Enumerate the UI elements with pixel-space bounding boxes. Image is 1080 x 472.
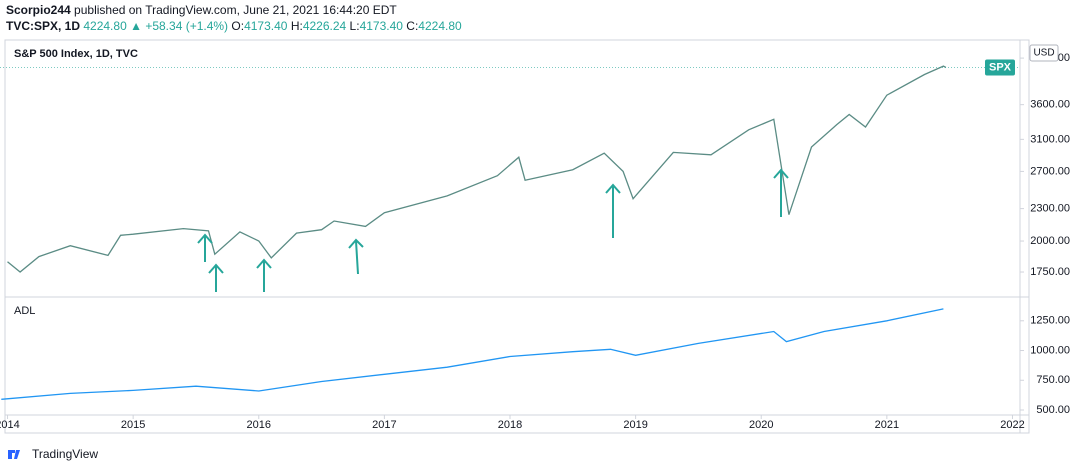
arrow — [197, 233, 213, 262]
brand: TradingView — [32, 447, 98, 461]
change: +58.34 (+1.4%) — [145, 19, 228, 33]
series-line — [1, 308, 944, 400]
author-name: Scorpio244 — [6, 3, 71, 17]
y-tick-label: 2000.00 — [1030, 235, 1070, 247]
up-arrow: ▲ — [130, 19, 142, 33]
arrow — [256, 258, 272, 292]
currency-box — [1029, 44, 1059, 62]
x-tick-label: 2020 — [749, 419, 773, 431]
frame — [4, 39, 1030, 434]
x-tick-label: 2016 — [247, 419, 271, 431]
arrow — [348, 238, 364, 275]
close: 4224.80 — [418, 19, 462, 33]
l-label: L: — [350, 19, 360, 33]
arrow — [208, 263, 224, 292]
price: 4224.80 — [83, 19, 127, 33]
price-badge — [985, 59, 1015, 76]
series-line — [7, 65, 947, 273]
quote-line: TVC:SPX, 1D 4224.80 ▲ +58.34 (+1.4%) O:4… — [6, 19, 462, 33]
pane-title: S&P 500 Index, 1D, TVC — [14, 48, 138, 60]
arrow — [605, 183, 621, 238]
x-tick-label: 2021 — [875, 419, 899, 431]
y-tick-label: 1750.00 — [1030, 266, 1070, 278]
y-tick-label: 1250.00 — [1030, 315, 1070, 327]
pane-title: ADL — [14, 305, 35, 317]
y-tick-label: 3100.00 — [1030, 133, 1070, 145]
x-tick-label: 2019 — [623, 419, 647, 431]
arrow — [773, 168, 789, 217]
c-label: C: — [406, 19, 418, 33]
h-label: H: — [291, 19, 303, 33]
logo-mark — [8, 450, 20, 459]
y-tick-label: 2300.00 — [1030, 203, 1070, 215]
symbol: TVC:SPX, 1D — [6, 19, 80, 33]
author: Scorpio244 published on TradingView.com,… — [6, 3, 397, 17]
y-tick-label: 1000.00 — [1030, 344, 1070, 356]
published: published on TradingView.com, June 21, 2… — [74, 3, 397, 17]
logo — [8, 450, 20, 459]
price-badge-label: SPX — [989, 61, 1012, 73]
y-tick-label: 500.00 — [1036, 404, 1070, 416]
o-label: O: — [231, 19, 244, 33]
y-tick-label: 750.00 — [1036, 374, 1070, 386]
x-tick-label: 2018 — [498, 419, 522, 431]
open: 4173.40 — [244, 19, 288, 33]
currency: USD — [1033, 48, 1054, 59]
y-tick-label: 3600.00 — [1030, 99, 1070, 111]
x-tick-label: 2015 — [121, 419, 145, 431]
y-tick-label: 2700.00 — [1030, 165, 1070, 177]
x-tick-label: 2022 — [1000, 419, 1024, 431]
high: 4226.24 — [303, 19, 347, 33]
annotation-arrows — [197, 168, 789, 292]
x-tick-label: 2017 — [372, 419, 396, 431]
low: 4173.40 — [360, 19, 404, 33]
x-tick-label: 2014 — [0, 419, 20, 431]
